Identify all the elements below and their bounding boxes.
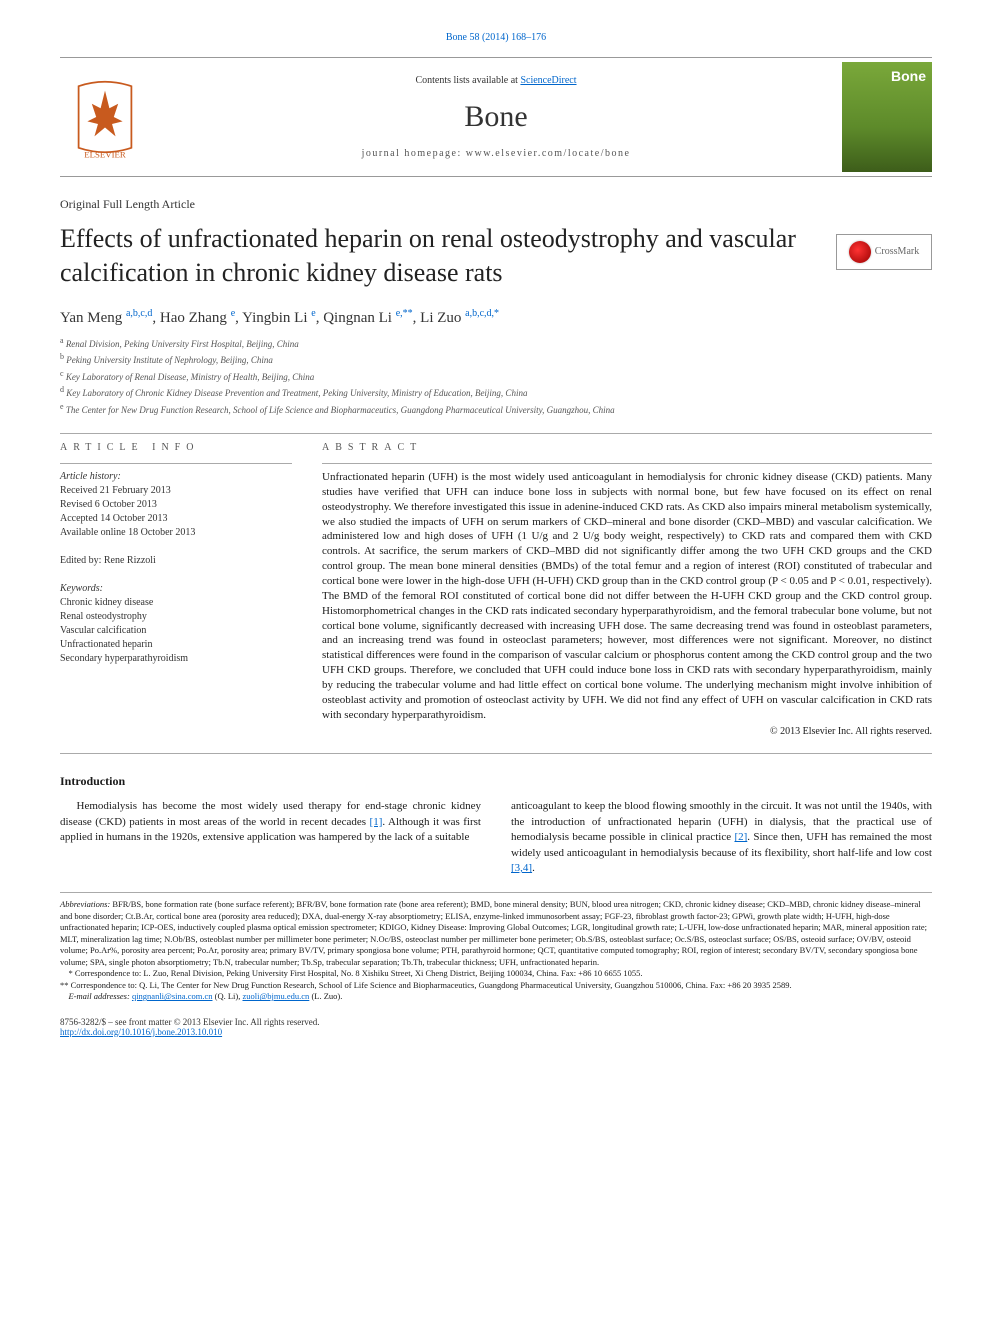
author-3: , Yingbin Li bbox=[235, 310, 311, 326]
correspondence-2: ** Correspondence to: Q. Li, The Center … bbox=[60, 980, 932, 991]
history-received: Received 21 February 2013 bbox=[60, 484, 292, 498]
contents-line: Contents lists available at ScienceDirec… bbox=[150, 75, 842, 86]
body-p2c: . bbox=[532, 862, 535, 874]
introduction-heading: Introduction bbox=[60, 774, 932, 789]
body-columns: Hemodialysis has become the most widely … bbox=[60, 799, 932, 876]
abbrev-label: Abbreviations: bbox=[60, 899, 110, 909]
cover-label: Bone bbox=[891, 68, 926, 84]
affil-b: Peking University Institute of Nephrolog… bbox=[66, 355, 273, 365]
contents-prefix: Contents lists available at bbox=[415, 75, 520, 86]
article-type: Original Full Length Article bbox=[60, 197, 932, 212]
body-col-right: anticoagulant to keep the blood flowing … bbox=[511, 799, 932, 876]
author-5-affil: a,b,c,d,* bbox=[465, 308, 499, 319]
abstract-label: abstract bbox=[322, 442, 932, 453]
email-link-2[interactable]: zuoli@bjmu.edu.cn bbox=[242, 991, 309, 1001]
footnotes: Abbreviations: BFR/BS, bone formation ra… bbox=[60, 892, 932, 1002]
ref-link-3[interactable]: [3,4] bbox=[511, 862, 532, 874]
email-link-1[interactable]: qingnanli@sina.com.cn bbox=[132, 991, 213, 1001]
author-4-affil: e,** bbox=[396, 308, 413, 319]
journal-cover-thumbnail: Bone bbox=[842, 62, 932, 172]
article-title: Effects of unfractionated heparin on ren… bbox=[60, 222, 820, 290]
svg-text:ELSEVIER: ELSEVIER bbox=[84, 149, 126, 159]
author-2: , Hao Zhang bbox=[152, 310, 230, 326]
affil-d: Key Laboratory of Chronic Kidney Disease… bbox=[66, 388, 527, 398]
copyright-line: © 2013 Elsevier Inc. All rights reserved… bbox=[322, 726, 932, 737]
crossmark-badge[interactable]: CrossMark bbox=[836, 234, 932, 270]
history-online: Available online 18 October 2013 bbox=[60, 526, 292, 540]
abstract-text: Unfractionated heparin (UFH) is the most… bbox=[322, 470, 932, 722]
email-who-1: (Q. Li), bbox=[212, 991, 242, 1001]
ref-link-2[interactable]: [2] bbox=[734, 831, 747, 843]
abbrev-text: BFR/BS, bone formation rate (bone surfac… bbox=[60, 899, 927, 966]
editor-line: Edited by: Rene Rizzoli bbox=[60, 554, 292, 568]
email-who-2: (L. Zuo). bbox=[309, 991, 342, 1001]
affil-a: Renal Division, Peking University First … bbox=[66, 339, 299, 349]
abstract-column: abstract Unfractionated heparin (UFH) is… bbox=[322, 442, 932, 737]
article-history: Article history: Received 21 February 20… bbox=[60, 470, 292, 540]
email-label: E-mail addresses: bbox=[69, 991, 132, 1001]
header-bar: ELSEVIER Contents lists available at Sci… bbox=[60, 57, 932, 177]
author-4: , Qingnan Li bbox=[316, 310, 396, 326]
author-1: Yan Meng bbox=[60, 310, 126, 326]
article-info-column: article info Article history: Received 2… bbox=[60, 442, 292, 737]
body-col-left: Hemodialysis has become the most widely … bbox=[60, 799, 481, 876]
elsevier-logo: ELSEVIER bbox=[60, 72, 150, 162]
author-1-affil: a,b,c,d bbox=[126, 308, 152, 319]
history-accepted: Accepted 14 October 2013 bbox=[60, 512, 292, 526]
keyword-item: Chronic kidney disease bbox=[60, 596, 292, 610]
footer-copyright: 8756-3282/$ – see front matter © 2013 El… bbox=[60, 1017, 932, 1027]
keyword-item: Unfractionated heparin bbox=[60, 638, 292, 652]
divider bbox=[60, 433, 932, 434]
keywords-block: Keywords: Chronic kidney disease Renal o… bbox=[60, 582, 292, 666]
header-center: Contents lists available at ScienceDirec… bbox=[150, 75, 842, 159]
info-abstract-row: article info Article history: Received 2… bbox=[60, 442, 932, 737]
journal-homepage[interactable]: journal homepage: www.elsevier.com/locat… bbox=[150, 148, 842, 159]
sciencedirect-link[interactable]: ScienceDirect bbox=[520, 75, 576, 86]
keywords-label: Keywords: bbox=[60, 582, 292, 596]
header-citation[interactable]: Bone 58 (2014) 168–176 bbox=[60, 32, 932, 43]
correspondence-1: * Correspondence to: L. Zuo, Renal Divis… bbox=[60, 968, 932, 979]
footer: 8756-3282/$ – see front matter © 2013 El… bbox=[60, 1017, 932, 1037]
ref-link-1[interactable]: [1] bbox=[370, 816, 383, 828]
keyword-item: Secondary hyperparathyroidism bbox=[60, 652, 292, 666]
doi-link[interactable]: http://dx.doi.org/10.1016/j.bone.2013.10… bbox=[60, 1027, 222, 1037]
history-revised: Revised 6 October 2013 bbox=[60, 498, 292, 512]
history-label: Article history: bbox=[60, 470, 292, 484]
crossmark-icon bbox=[849, 241, 871, 263]
authors-line: Yan Meng a,b,c,d, Hao Zhang e, Yingbin L… bbox=[60, 308, 932, 327]
article-info-label: article info bbox=[60, 442, 292, 453]
affiliations: a Renal Division, Peking University Firs… bbox=[60, 335, 932, 418]
affil-e: The Center for New Drug Function Researc… bbox=[66, 405, 615, 415]
author-5: , Li Zuo bbox=[413, 310, 466, 326]
affil-c: Key Laboratory of Renal Disease, Ministr… bbox=[66, 372, 314, 382]
crossmark-label: CrossMark bbox=[875, 246, 919, 257]
keyword-item: Renal osteodystrophy bbox=[60, 610, 292, 624]
keyword-item: Vascular calcification bbox=[60, 624, 292, 638]
journal-name: Bone bbox=[150, 100, 842, 134]
